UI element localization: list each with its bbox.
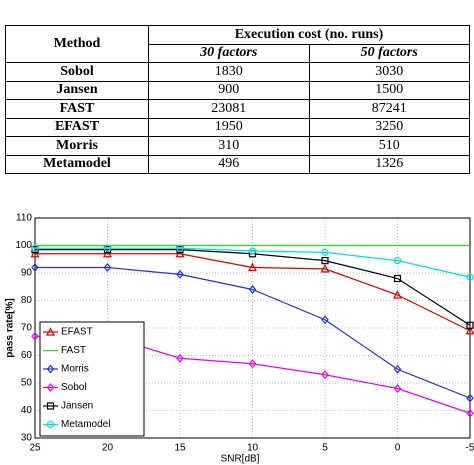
marker xyxy=(321,257,329,265)
marker xyxy=(248,247,257,255)
marker xyxy=(393,257,402,265)
marker xyxy=(45,327,56,336)
x-tick-label: 5 xyxy=(322,443,328,454)
cell: FAST xyxy=(5,99,149,119)
series-line xyxy=(35,253,471,332)
marker xyxy=(103,244,112,252)
legend-label: Jansen xyxy=(61,401,93,412)
y-tick-label: 90 xyxy=(21,268,33,279)
row: EFAST 1950 3250 xyxy=(5,117,470,137)
subheader: 30 factors xyxy=(148,43,310,63)
marker xyxy=(466,408,474,418)
series-line xyxy=(35,266,471,399)
cell: Sobol xyxy=(5,62,149,82)
chart: SNR[dB] pass rate[%] 3040506070809010011… xyxy=(5,213,474,465)
marker xyxy=(320,264,330,273)
row: Metamodel 496 1326 xyxy=(5,154,470,174)
marker xyxy=(176,244,184,252)
row: Morris 310 510 xyxy=(5,136,470,156)
marker xyxy=(176,269,184,279)
cell: 1500 xyxy=(308,80,470,100)
marker xyxy=(46,420,55,429)
marker xyxy=(46,383,55,392)
legend-label: Metamodel xyxy=(61,419,110,430)
cell: 900 xyxy=(148,80,310,100)
marker xyxy=(393,384,402,393)
x-tick-label: 20 xyxy=(102,443,114,454)
marker xyxy=(46,364,55,374)
y-tick-label: 70 xyxy=(21,323,33,334)
legend-label: EFAST xyxy=(61,327,93,338)
y-tick-label: 60 xyxy=(21,350,33,361)
marker xyxy=(176,353,184,363)
y-tick-label: 100 xyxy=(15,240,32,251)
cell: EFAST xyxy=(5,117,149,137)
marker xyxy=(393,364,402,374)
marker xyxy=(321,370,329,380)
row: Jansen 900 1500 xyxy=(5,80,470,100)
header: Execution cost (no. runs) xyxy=(148,25,470,45)
marker xyxy=(30,248,40,258)
marker xyxy=(175,248,185,258)
marker xyxy=(31,331,39,341)
cell: 3030 xyxy=(308,62,470,82)
cell: 1830 xyxy=(148,62,310,82)
cell: 496 xyxy=(148,154,310,174)
x-tick-label: 0 xyxy=(395,443,401,454)
cell: Metamodel xyxy=(5,154,149,174)
x-tick-label: 25 xyxy=(29,443,41,454)
legend-box xyxy=(39,321,145,437)
cell: 1950 xyxy=(148,117,310,137)
marker xyxy=(248,285,257,294)
marker xyxy=(31,244,39,252)
marker xyxy=(46,402,55,410)
header: Method xyxy=(5,25,149,63)
cell: 510 xyxy=(308,136,470,156)
cell: Morris xyxy=(5,136,149,156)
cell: 23081 xyxy=(148,99,310,119)
y-tick-label: 80 xyxy=(21,295,33,306)
marker xyxy=(466,321,474,329)
y-tick-label: 50 xyxy=(21,378,33,389)
y-tick-label: 110 xyxy=(16,213,32,224)
series-line xyxy=(35,247,471,278)
legend-label: Morris xyxy=(61,364,89,375)
marker xyxy=(466,393,474,403)
marker xyxy=(103,263,112,272)
cell: 87241 xyxy=(308,99,470,119)
marker xyxy=(321,315,329,325)
y-axis-label: pass rate[%] xyxy=(5,298,16,357)
y-tick-label: 30 xyxy=(21,433,33,444)
cell: 1326 xyxy=(308,154,470,174)
marker xyxy=(247,262,258,272)
marker xyxy=(31,263,39,272)
marker xyxy=(393,274,402,283)
x-tick-label: 15 xyxy=(174,443,186,454)
row: Sobol 1830 3030 xyxy=(5,62,470,82)
marker xyxy=(392,290,403,299)
legend-label: Sobol xyxy=(61,382,87,393)
marker xyxy=(102,248,113,258)
cell: Jansen xyxy=(5,80,149,100)
legend-label: FAST xyxy=(61,345,86,356)
x-tick-label: 10 xyxy=(247,443,259,454)
cell: 3250 xyxy=(308,117,470,137)
marker xyxy=(321,248,329,256)
x-axis-label: SNR[dB] xyxy=(221,454,260,465)
cost-table: Method Execution cost (no. runs) 30 fact… xyxy=(5,25,470,174)
marker xyxy=(465,325,474,335)
marker xyxy=(466,273,474,281)
cell: 310 xyxy=(148,136,310,156)
subheader: 50 factors xyxy=(308,43,470,63)
row: FAST 23081 87241 xyxy=(5,99,470,119)
marker xyxy=(248,359,257,369)
x-tick-label: -5 xyxy=(466,443,474,454)
y-tick-label: 40 xyxy=(21,405,33,416)
